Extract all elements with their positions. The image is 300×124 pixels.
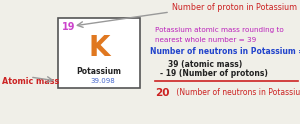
Text: Number of proton in Potassium: Number of proton in Potassium <box>172 2 297 12</box>
Text: nearest whole number = 39: nearest whole number = 39 <box>155 37 256 43</box>
Text: (Number of neutrons in Potassium): (Number of neutrons in Potassium) <box>174 89 300 97</box>
Text: Potassium atomic mass rounding to: Potassium atomic mass rounding to <box>155 27 284 33</box>
Text: 20: 20 <box>155 88 169 98</box>
Text: K: K <box>88 34 110 62</box>
Text: 19: 19 <box>62 22 76 32</box>
Text: 39.098: 39.098 <box>91 78 116 84</box>
Text: Potassium: Potassium <box>76 66 122 76</box>
Text: 39 (atomic mass): 39 (atomic mass) <box>168 60 242 68</box>
Text: Atomic mass: Atomic mass <box>2 78 59 87</box>
Text: Number of neutrons in Potassium =: Number of neutrons in Potassium = <box>150 47 300 57</box>
Bar <box>58 18 140 88</box>
Text: - 19 (Number of protons): - 19 (Number of protons) <box>160 69 268 78</box>
